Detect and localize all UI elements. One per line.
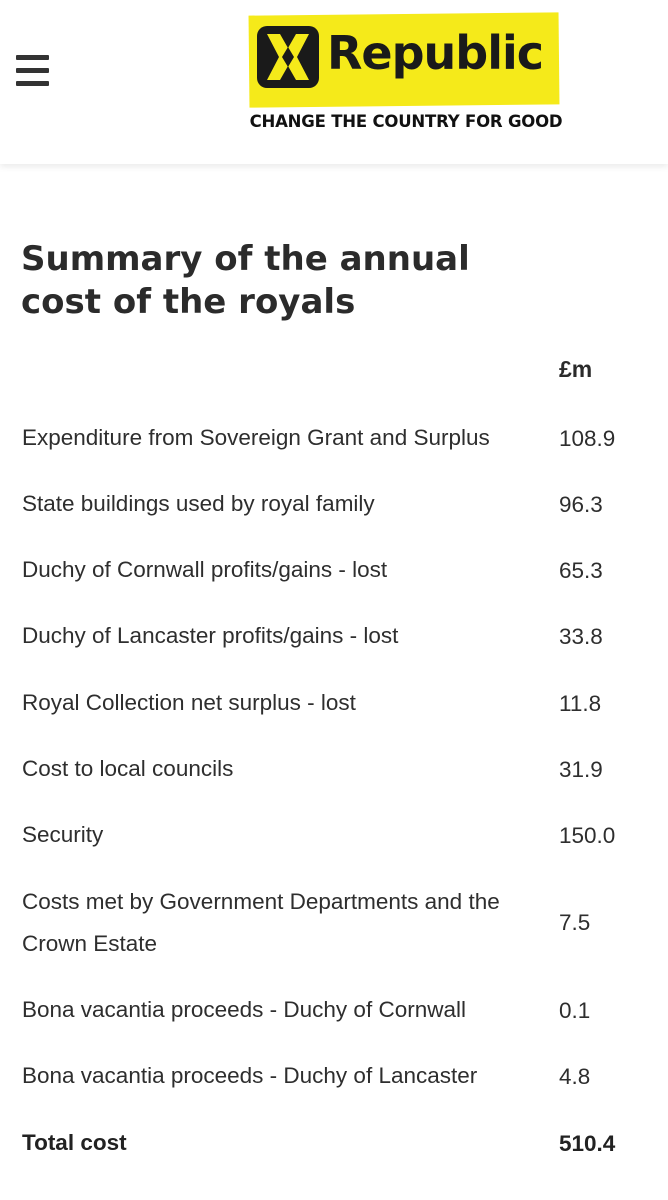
row-label: Bona vacantia proceeds - Duchy of Lancas… (22, 1063, 478, 1088)
row-value: 4.8 (559, 1064, 591, 1089)
row-label: Duchy of Cornwall profits/gains - lost (22, 557, 388, 582)
row-value: 31.9 (559, 757, 603, 782)
row-label: Royal Collection net surplus - lost (22, 690, 356, 715)
menu-bar-bottom (16, 81, 49, 86)
row-value: 108.9 (559, 426, 616, 451)
site-header: Republic CHANGE THE COUNTRY FOR GOOD (0, 0, 668, 164)
menu-bar-middle (16, 68, 49, 73)
page-title: Summary of the annual cost of the royals (21, 239, 470, 322)
row-label: Security (22, 822, 104, 847)
row-value: 150.0 (559, 823, 616, 848)
republic-x-mark-icon (257, 26, 319, 88)
row-label: Bona vacantia proceeds - Duchy of Cornwa… (22, 997, 466, 1022)
row-value: 96.3 (559, 492, 603, 517)
logo-tagline: CHANGE THE COUNTRY FOR GOOD (249, 112, 563, 131)
row-value: 65.3 (559, 558, 603, 583)
total-label: Total cost (22, 1130, 127, 1155)
row-label: State buildings used by royal family (22, 491, 375, 516)
hamburger-menu-icon[interactable] (14, 52, 52, 90)
logo-wordmark: Republic (327, 26, 544, 80)
row-value: 7.5 (559, 910, 591, 935)
republic-logo[interactable]: Republic CHANGE THE COUNTRY FOR GOOD (243, 12, 568, 137)
row-value: 0.1 (559, 998, 591, 1023)
unit-column-header: £m (559, 356, 593, 382)
menu-bar-top (16, 55, 49, 60)
row-label: Cost to local councils (22, 756, 234, 781)
row-value: 11.8 (559, 691, 602, 716)
row-value: 33.8 (559, 624, 603, 649)
row-label: Expenditure from Sovereign Grant and Sur… (22, 425, 490, 450)
total-value: 510.4 (559, 1131, 616, 1156)
row-label: Costs met by Government Departments and … (22, 889, 500, 956)
row-label: Duchy of Lancaster profits/gains - lost (22, 623, 399, 648)
